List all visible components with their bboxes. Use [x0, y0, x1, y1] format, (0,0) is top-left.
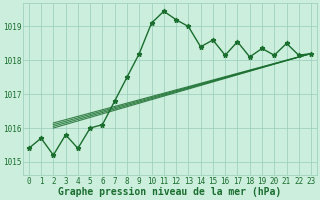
X-axis label: Graphe pression niveau de la mer (hPa): Graphe pression niveau de la mer (hPa) — [58, 187, 282, 197]
